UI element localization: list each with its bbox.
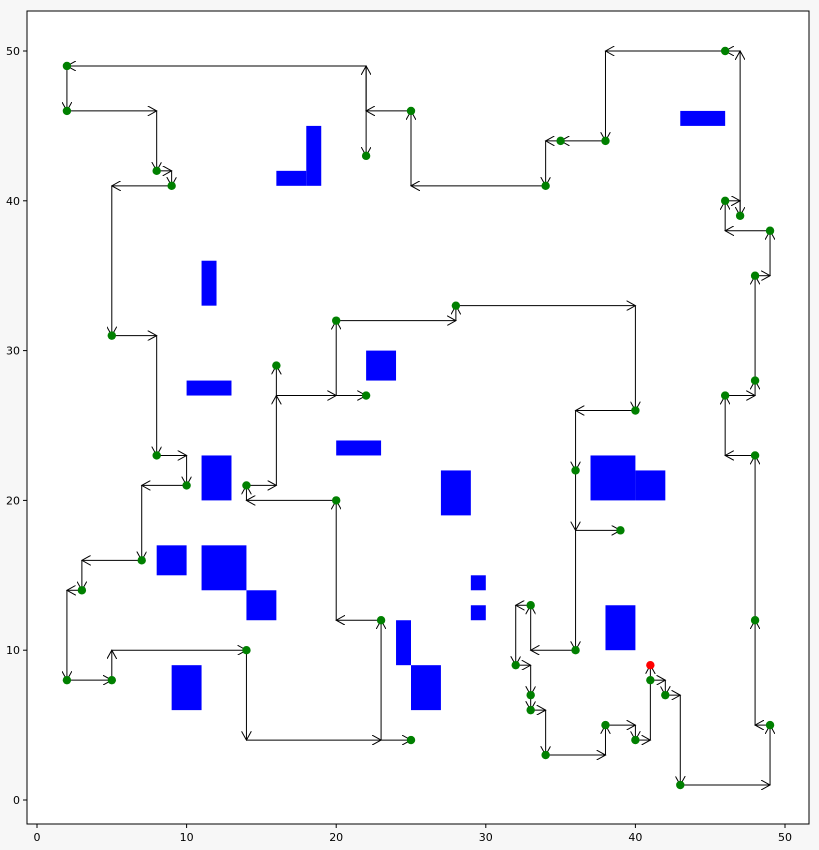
x-axis: 0 10 20 30 40 50 <box>34 824 792 844</box>
waypoint-47 <box>541 750 550 760</box>
waypoint-31 <box>526 601 535 610</box>
y-tick-label-50: 50 <box>6 45 20 58</box>
waypoint-5 <box>361 151 371 161</box>
obstacle-10 <box>635 470 666 501</box>
obstacle-17 <box>411 665 441 711</box>
x-tick-label-0: 0 <box>34 831 41 844</box>
waypoint-22 <box>152 451 161 460</box>
waypoint-43 <box>601 720 610 730</box>
obstacle-8 <box>440 470 471 516</box>
y-tick-label-30: 30 <box>6 345 20 358</box>
obstacle-5 <box>366 350 397 381</box>
waypoint-37 <box>62 675 72 685</box>
waypoint-16 <box>107 331 117 340</box>
waypoint-48 <box>676 780 685 790</box>
waypoint-45 <box>406 735 416 745</box>
waypoint-26 <box>242 481 251 490</box>
waypoint-36 <box>511 660 520 670</box>
x-tick-label-50: 50 <box>778 831 792 844</box>
waypoint-33 <box>750 616 760 625</box>
waypoint-18 <box>750 376 760 385</box>
waypoint-13 <box>750 271 760 280</box>
waypoint-3 <box>406 106 416 116</box>
waypoint-21 <box>631 406 640 415</box>
waypoint-2 <box>62 106 72 116</box>
start-point <box>646 660 655 670</box>
waypoint-46 <box>631 735 640 745</box>
x-tick-label-40: 40 <box>628 831 642 844</box>
waypoint-28 <box>616 526 625 535</box>
waypoint-7 <box>601 136 610 146</box>
x-tick-label-10: 10 <box>180 831 194 844</box>
waypoint-25 <box>182 481 191 490</box>
obstacle-0 <box>276 170 307 186</box>
waypoint-29 <box>137 556 146 565</box>
obstacle-16 <box>396 620 411 666</box>
x-tick-label-30: 30 <box>479 831 493 844</box>
obstacle-15 <box>470 605 486 621</box>
y-tick-label-0: 0 <box>13 794 20 807</box>
obstacle-12 <box>201 545 247 591</box>
obstacle-13 <box>246 590 277 621</box>
waypoint-38 <box>107 675 117 685</box>
obstacle-14 <box>470 575 486 591</box>
obstacle-18 <box>171 665 202 711</box>
waypoint-12 <box>765 226 775 235</box>
waypoint-24 <box>571 466 580 475</box>
waypoint-8 <box>167 181 176 191</box>
waypoint-11 <box>735 211 745 220</box>
obstacle-6 <box>336 440 382 456</box>
waypoint-35 <box>571 646 580 655</box>
waypoint-15 <box>332 316 341 325</box>
obstacle-11 <box>156 545 187 576</box>
waypoint-0 <box>720 46 730 56</box>
waypoint-32 <box>376 616 386 625</box>
waypoint-20 <box>720 391 730 400</box>
waypoint-9 <box>541 181 550 191</box>
waypoint-6 <box>556 136 565 146</box>
waypoint-42 <box>526 705 535 715</box>
waypoint-39 <box>646 675 655 685</box>
waypoint-27 <box>332 496 341 505</box>
x-tick-label-20: 20 <box>329 831 343 844</box>
obstacles-layer <box>156 110 726 711</box>
y-tick-label-20: 20 <box>6 494 20 507</box>
waypoint-10 <box>720 196 730 205</box>
obstacle-1 <box>306 125 322 186</box>
obstacle-2 <box>680 110 726 126</box>
waypoint-17 <box>272 361 281 370</box>
waypoint-14 <box>451 301 461 310</box>
waypoint-4 <box>152 166 161 176</box>
waypoint-1 <box>62 61 72 71</box>
waypoint-19 <box>361 391 371 400</box>
waypoint-40 <box>526 690 535 700</box>
points-layer <box>62 46 775 790</box>
obstacle-9 <box>590 455 636 501</box>
y-axis: 0 10 20 30 40 50 <box>6 45 27 807</box>
waypoint-30 <box>77 586 87 595</box>
obstacle-7 <box>201 455 232 501</box>
waypoint-34 <box>242 646 251 655</box>
y-tick-label-40: 40 <box>6 195 20 208</box>
obstacle-4 <box>186 380 232 396</box>
waypoint-23 <box>750 451 760 460</box>
obstacle-19 <box>605 605 636 651</box>
waypoint-44 <box>765 720 775 730</box>
obstacle-3 <box>201 260 217 306</box>
y-tick-label-10: 10 <box>6 644 20 657</box>
waypoint-41 <box>661 690 670 700</box>
